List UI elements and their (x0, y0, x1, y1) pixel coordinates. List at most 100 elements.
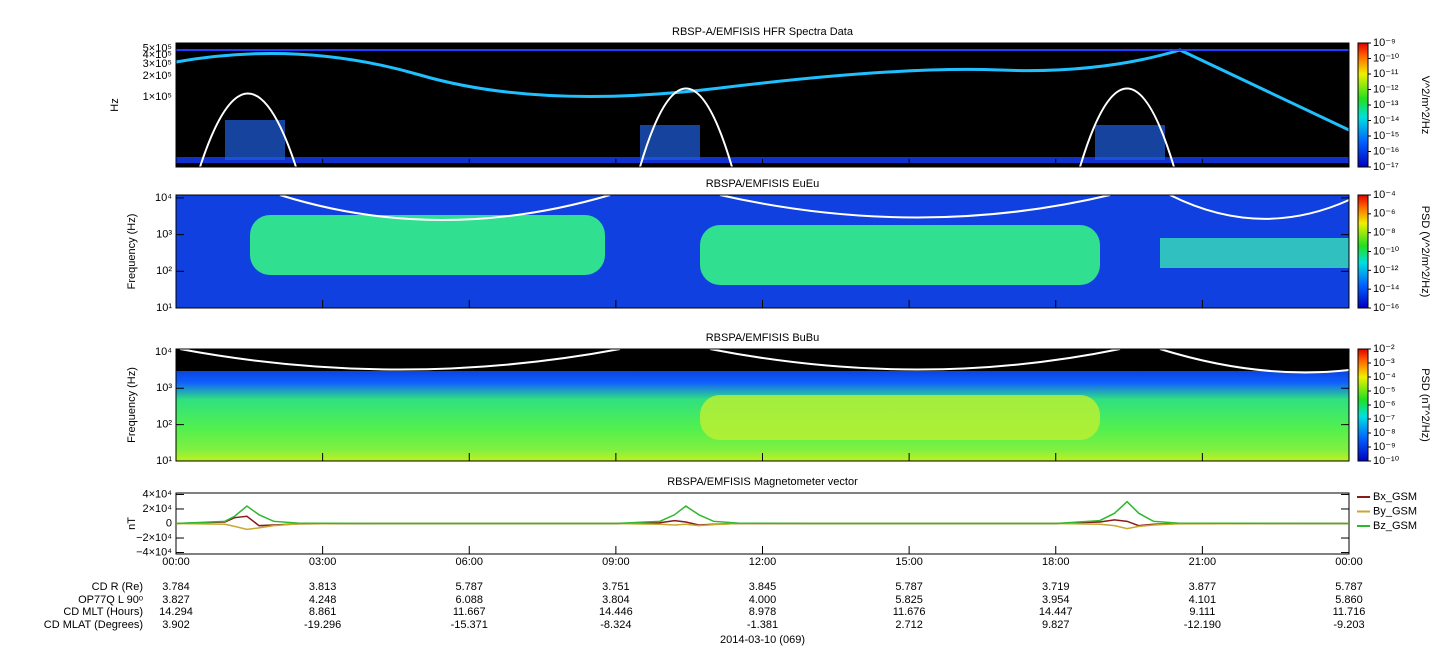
colorbar-tick-label: 10⁻³ (1373, 357, 1395, 369)
ephemeris-value: 4.000 (749, 594, 777, 606)
ephemeris-value: -12.190 (1184, 619, 1221, 631)
ephemeris-value: 9.827 (1042, 619, 1070, 631)
y-axis-label: Hz (109, 98, 121, 111)
ephemeris-value: 8.978 (749, 606, 777, 618)
colorbar-label: PSD (V^2/m^2/Hz) (1419, 206, 1431, 298)
colorbar-tick-label: 10⁻¹⁰ (1373, 455, 1400, 467)
colorbar-tick-label: 10⁻⁶ (1373, 399, 1396, 411)
panel-title: RBSPA/EMFISIS BuBu (706, 332, 820, 344)
colorbar-tick-label: 10⁻¹⁴ (1373, 114, 1400, 126)
ephemeris-value: 4.101 (1189, 594, 1217, 606)
colorbar (1357, 348, 1369, 462)
ephemeris-value: 3.751 (602, 581, 630, 593)
colorbar-tick-label: 10⁻⁶ (1373, 208, 1396, 220)
y-tick-label: 3×10⁵ (143, 58, 172, 70)
y-tick-label: 10⁴ (155, 192, 172, 204)
legend-label: By_GSM (1373, 505, 1417, 517)
ephemeris-value: 3.719 (1042, 581, 1070, 593)
x-tick-label: 15:00 (895, 556, 923, 568)
data-line (175, 522, 1350, 531)
x-tick-label: 00:00 (162, 556, 190, 568)
data-line (175, 515, 1349, 527)
colorbar-tick-label: 10⁻⁵ (1373, 385, 1396, 397)
legend-label: Bz_GSM (1373, 520, 1417, 532)
ephemeris-value: 5.860 (1335, 594, 1363, 606)
x-tick-label: 03:00 (309, 556, 337, 568)
colorbar-tick-label: 10⁻¹⁴ (1373, 283, 1400, 295)
x-tick-label: 06:00 (455, 556, 483, 568)
colorbar-tick-label: 10⁻⁹ (1373, 441, 1396, 453)
y-tick-label: 10¹ (156, 455, 172, 467)
colorbar-label: V^2/m^2/Hz (1419, 76, 1431, 135)
ephemeris-value: 5.787 (1335, 581, 1363, 593)
y-tick-label: 10² (156, 265, 172, 277)
ephemeris-value: 8.861 (309, 606, 337, 618)
colorbar-tick-label: 10⁻¹² (1373, 83, 1399, 95)
ephemeris-value: 14.446 (599, 606, 633, 618)
colorbar-tick-label: 10⁻⁹ (1373, 37, 1396, 49)
data-line (175, 500, 1350, 525)
colorbar-tick-label: 10⁻¹⁷ (1373, 161, 1399, 173)
date-label: 2014-03-10 (069) (720, 634, 805, 646)
y-tick-label: 10³ (156, 382, 172, 394)
x-tick-label: 12:00 (749, 556, 777, 568)
ephemeris-label: CD MLT (Hours) (63, 606, 143, 618)
ephemeris-value: 3.813 (309, 581, 337, 593)
y-tick-label: 10³ (156, 229, 172, 241)
y-tick-label: 2×10⁴ (142, 503, 172, 515)
ephemeris-value: 3.845 (749, 581, 777, 593)
colorbar-tick-label: 10⁻¹² (1373, 264, 1399, 276)
panel-frame (175, 194, 1350, 309)
ephemeris-value: -8.324 (600, 619, 631, 631)
y-tick-label: 10¹ (156, 302, 172, 314)
colorbar-tick-label: 10⁻¹⁰ (1373, 245, 1400, 257)
ephemeris-value: 3.902 (162, 619, 190, 631)
ephemeris-value: 3.877 (1189, 581, 1217, 593)
colorbar-tick-label: 10⁻¹¹ (1373, 68, 1399, 80)
ephemeris-value: 11.716 (1333, 606, 1366, 618)
panel-frame (175, 348, 1350, 462)
colorbar-tick-label: 10⁻¹⁰ (1373, 52, 1400, 64)
ephemeris-value: -19.296 (304, 619, 341, 631)
ephemeris-value: 5.825 (895, 594, 923, 606)
ephemeris-value: 2.712 (895, 619, 923, 631)
ephemeris-value: -9.203 (1333, 619, 1364, 631)
y-axis-label: Frequency (Hz) (126, 367, 138, 443)
x-tick-label: 09:00 (602, 556, 630, 568)
x-tick-label: 00:00 (1335, 556, 1363, 568)
y-tick-label: 1×10⁵ (143, 91, 172, 103)
ephemeris-value: 14.294 (159, 606, 193, 618)
y-tick-label: 5×10⁵ (143, 42, 172, 54)
y-tick-label: −2×10⁴ (136, 532, 172, 544)
ephemeris-label: CD R (Re) (92, 581, 143, 593)
colorbar (1357, 194, 1369, 309)
colorbar-tick-label: 10⁻¹⁶ (1373, 145, 1399, 157)
colorbar-tick-label: 10⁻¹⁵ (1373, 130, 1399, 142)
colorbar-tick-label: 10⁻⁴ (1373, 189, 1396, 201)
panel-frame (175, 42, 1350, 168)
ephemeris-value: 11.667 (453, 606, 486, 618)
ephemeris-value: 3.954 (1042, 594, 1070, 606)
y-tick-label: −4×10⁴ (136, 546, 172, 558)
y-axis-label: Frequency (Hz) (126, 214, 138, 290)
colorbar-label: PSD (nT^2/Hz) (1419, 368, 1431, 442)
colorbar-tick-label: 10⁻¹⁶ (1373, 302, 1399, 314)
panel-title: RBSP-A/EMFISIS HFR Spectra Data (672, 26, 854, 38)
y-tick-label: 4×10⁵ (143, 49, 172, 61)
x-tick-label: 18:00 (1042, 556, 1070, 568)
ephemeris-value: 3.784 (162, 581, 190, 593)
y-tick-label: 0 (166, 517, 172, 529)
ephemeris-value: 6.088 (455, 594, 483, 606)
panel-title: RBSPA/EMFISIS EuEu (706, 178, 820, 190)
ephemeris-value: 5.787 (455, 581, 483, 593)
panel-title: RBSPA/EMFISIS Magnetometer vector (667, 476, 858, 488)
colorbar-tick-label: 10⁻² (1373, 343, 1395, 355)
legend-label: Bx_GSM (1373, 491, 1417, 503)
colorbar-tick-label: 10⁻¹³ (1373, 99, 1399, 111)
ephemeris-label: OP77Q L 90ᵒ (78, 594, 143, 606)
ephemeris-value: -1.381 (747, 619, 778, 631)
colorbar-tick-label: 10⁻⁸ (1373, 427, 1396, 439)
colorbar (1357, 42, 1369, 168)
ephemeris-value: 5.787 (895, 581, 923, 593)
